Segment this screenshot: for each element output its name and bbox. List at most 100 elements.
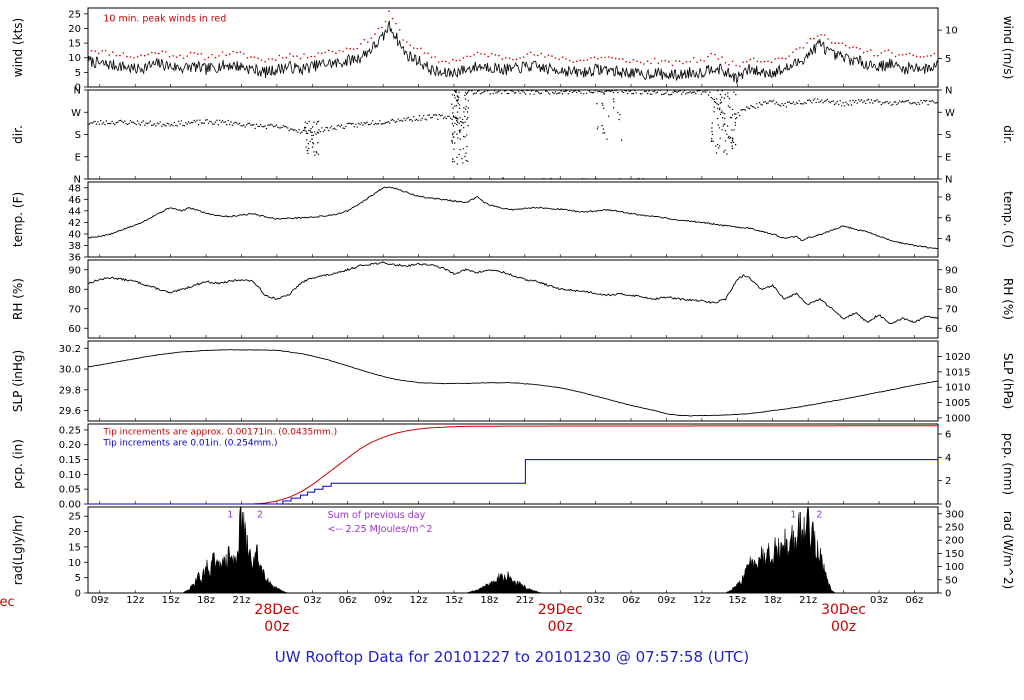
annotation-text: Sum of previous day <box>328 510 426 521</box>
y-tick-label: 29.8 <box>59 385 81 396</box>
y-tick-label: 1000 <box>945 413 970 424</box>
y-tick-label: 10 <box>68 558 81 569</box>
y-tick-label: 38 <box>68 241 81 252</box>
series-peaks <box>87 10 939 68</box>
y-tick-label: 0 <box>945 589 951 600</box>
axis-label-left: SLP (inHg) <box>11 350 25 412</box>
series-humidity <box>87 261 939 324</box>
y-tick-label: 30.0 <box>59 365 81 376</box>
series-solar-radiation <box>88 506 938 594</box>
x-tick-label: 21z <box>232 595 250 606</box>
y-tick-label: 15 <box>68 39 81 50</box>
annotation-text: 2 <box>257 509 263 520</box>
y-tick-label: S <box>945 130 951 141</box>
y-tick-label: 1015 <box>945 367 970 378</box>
panel-pcp: 0.00 0.05 0.10 0.15 0.20 0.25 0 2 4 6 pcp. (in) pcp… <box>11 423 1015 511</box>
day-label: 28Dec <box>254 602 299 618</box>
y-tick-label: 20 <box>68 24 81 35</box>
y-tick-label: 60 <box>945 324 958 335</box>
axis-label-left: wind (kts) <box>11 18 25 77</box>
y-tick-label: 42 <box>68 218 81 229</box>
axis-label-right: temp. (C) <box>1001 191 1015 248</box>
panel-wind: 0 5 10 15 20 25 5 10 wind (kts) wind (m/s) 10 min.… <box>11 7 1015 94</box>
x-tick-label: 09z <box>657 595 675 606</box>
y-tick-label: W <box>945 108 955 119</box>
y-tick-label: 5 <box>75 573 81 584</box>
series-temperature <box>87 186 939 250</box>
y-tick-label: 0.20 <box>59 440 81 451</box>
y-tick-label: 90 <box>945 265 958 276</box>
x-tick-label: 06z <box>622 595 640 606</box>
y-tick-label: N <box>945 86 952 97</box>
series-pressure <box>87 349 939 417</box>
y-tick-label: 0.10 <box>59 470 81 481</box>
y-tick-label: 0.15 <box>59 455 81 466</box>
y-tick-label: 90 <box>68 265 81 276</box>
y-tick-label: 48 <box>68 183 81 194</box>
day-time-label: 00z <box>548 619 573 635</box>
y-tick-label: N <box>74 86 81 97</box>
x-tick-label: 06z <box>905 595 923 606</box>
x-tick-label: 06z <box>339 595 357 606</box>
y-tick-label: 300 <box>945 509 964 520</box>
annotation-text: 1 <box>227 509 233 520</box>
x-tick-label: 18z <box>764 595 782 606</box>
y-tick-label: W <box>71 108 81 119</box>
x-tick-label: 03z <box>303 595 321 606</box>
axis-label-right: RH (%) <box>1001 278 1015 320</box>
x-tick-label: 12z <box>693 595 711 606</box>
annotation-text: Tip increments are 0.01in. (0.254mm.) <box>102 439 277 449</box>
page-title: UW Rooftop Data for 20101227 to 20101230… <box>274 648 750 666</box>
panel-rh: 60 70 80 90 60 70 80 90 RH (%) RH (%) <box>11 259 1015 339</box>
y-tick-label: 200 <box>945 536 964 547</box>
y-tick-label: 20 <box>68 527 81 538</box>
x-tick-label: 15z <box>162 595 180 606</box>
y-tick-label: 250 <box>945 522 964 533</box>
y-tick-label: 5 <box>75 68 81 79</box>
axis-label-left: temp. (F) <box>11 192 25 247</box>
y-tick-label: 25 <box>68 9 81 20</box>
series-direction <box>87 89 939 180</box>
axis-label-right: pcp. (mm) <box>1001 433 1015 495</box>
y-tick-label: 5 <box>945 54 951 65</box>
y-tick-label: 1020 <box>945 352 970 363</box>
y-tick-label: E <box>75 152 81 163</box>
y-tick-label: 36 <box>68 253 81 264</box>
x-tick-label: 18z <box>480 595 498 606</box>
y-tick-label: 70 <box>945 304 958 315</box>
series-rain-fine-tips <box>88 425 938 505</box>
x-tick-label: 03z <box>870 595 888 606</box>
y-tick-label: 6 <box>945 430 951 441</box>
y-tick-label: 100 <box>945 562 964 573</box>
x-axis-labels: 09z 12z 15z 18z 21z 03z 06z 09z 12z 15z 18z 21z 03z 0… <box>91 595 924 635</box>
cut-day-line1: 27Dec <box>0 595 15 610</box>
x-tick-label: 09z <box>374 595 392 606</box>
y-tick-label: 29.6 <box>59 406 81 417</box>
x-tick-label: 18z <box>197 595 215 606</box>
axis-label-left: pcp. (in) <box>11 439 25 489</box>
y-tick-label: 10 <box>68 53 81 64</box>
y-tick-label: 10 <box>945 26 958 37</box>
y-tick-label: 44 <box>68 206 81 217</box>
annotation-text: 1 <box>790 509 796 520</box>
y-tick-label: 30.2 <box>59 344 81 355</box>
panel-rad: 0510152025050100150200250300rad(Lgly/hr)… <box>11 506 1015 600</box>
cut-day-label: 27Dec 00z <box>0 595 15 627</box>
x-tick-label: 03z <box>587 595 605 606</box>
y-tick-label: E <box>945 152 951 163</box>
axis-label-left: RH (%) <box>11 278 25 320</box>
y-tick-label: 4 <box>945 234 951 245</box>
day-label: 29Dec <box>538 602 583 618</box>
y-tick-label: 70 <box>68 304 81 315</box>
panel-slp: 29.6 29.8 30.0 30.2 1000 1005 1010 1015 1020 SLP … <box>11 340 1015 424</box>
y-tick-label: N <box>74 175 81 186</box>
y-tick-label: 1010 <box>945 383 970 394</box>
x-tick-label: 15z <box>445 595 463 606</box>
x-tick-label: 15z <box>728 595 746 606</box>
y-tick-label: 40 <box>68 229 81 240</box>
day-time-label: 00z <box>264 619 289 635</box>
y-tick-label: 0 <box>945 500 951 511</box>
x-tick-label: 12z <box>126 595 144 606</box>
